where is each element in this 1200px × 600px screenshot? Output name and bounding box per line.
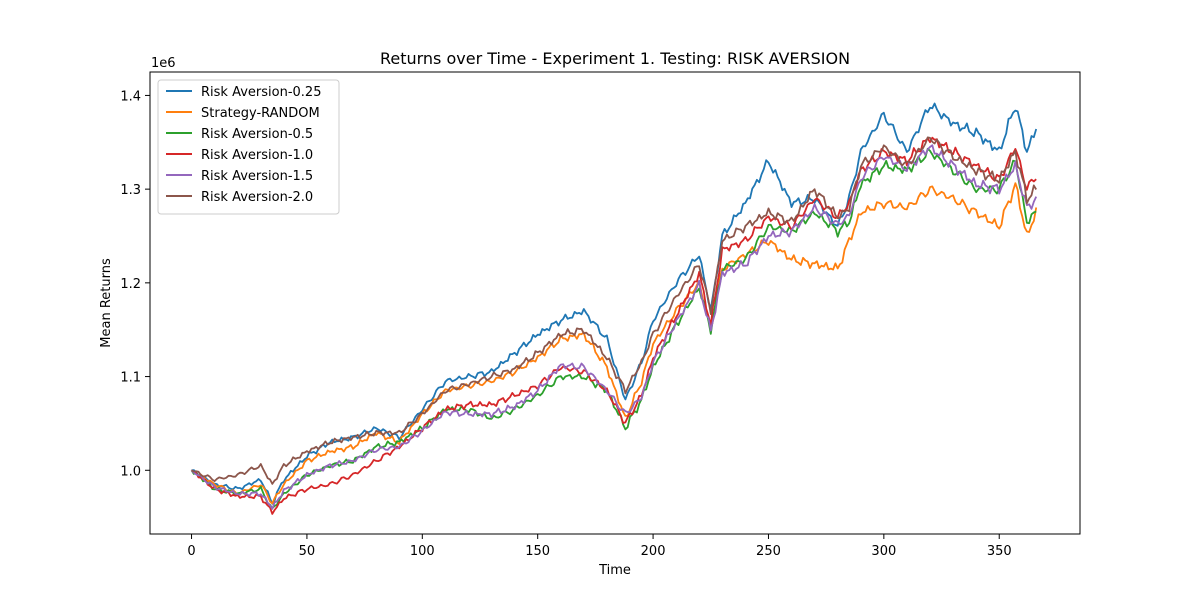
series-line-risk-aversion-0-5 (190, 147, 1037, 510)
x-tick-label: 150 (525, 544, 550, 559)
x-tick-label: 0 (187, 544, 195, 559)
plot-area (190, 102, 1038, 515)
chart-title: Returns over Time - Experiment 1. Testin… (380, 49, 850, 68)
y-tick-label: 1.0 (120, 464, 141, 479)
legend-entry: Risk Aversion-0.5 (201, 127, 313, 142)
x-tick-label: 300 (871, 544, 896, 559)
y-tick-label: 1.2 (120, 277, 141, 292)
y-axis-offset-label: 1e6 (151, 56, 176, 71)
series-line-risk-aversion-0-25 (191, 102, 1038, 505)
y-tick-label: 1.3 (120, 183, 141, 198)
legend: Risk Aversion-0.25 Strategy-RANDOM Risk Av… (157, 79, 340, 215)
legend-box (157, 79, 340, 215)
plot-frame (149, 71, 1081, 535)
series-line-strategy-random (190, 182, 1038, 505)
x-tick-label: 250 (756, 544, 781, 559)
legend-entry: Risk Aversion-1.5 (201, 169, 313, 184)
legend-entry: Risk Aversion-1.0 (201, 148, 313, 163)
x-tick-label: 100 (410, 544, 435, 559)
series-line-risk-aversion-2-0 (191, 136, 1037, 485)
x-axis-ticks: 0 50 100 150 200 250 300 350 (187, 534, 1012, 559)
legend-entry: Risk Aversion-2.0 (201, 190, 313, 205)
y-tick-label: 1.4 (120, 89, 141, 104)
x-tick-label: 200 (641, 544, 666, 559)
legend-entry: Risk Aversion-0.25 (201, 85, 321, 100)
series-line-risk-aversion-1-5 (190, 144, 1038, 510)
y-axis-ticks: 1.0 1.1 1.2 1.3 1.4 (120, 89, 150, 479)
series-line-risk-aversion-1-0 (191, 136, 1037, 515)
x-tick-label: 50 (299, 544, 316, 559)
legend-entry: Strategy-RANDOM (201, 106, 320, 121)
x-tick-label: 350 (987, 544, 1012, 559)
x-axis-label: Time (598, 563, 631, 578)
y-axis-label: Mean Returns (99, 258, 114, 348)
y-tick-label: 1.1 (120, 371, 141, 386)
